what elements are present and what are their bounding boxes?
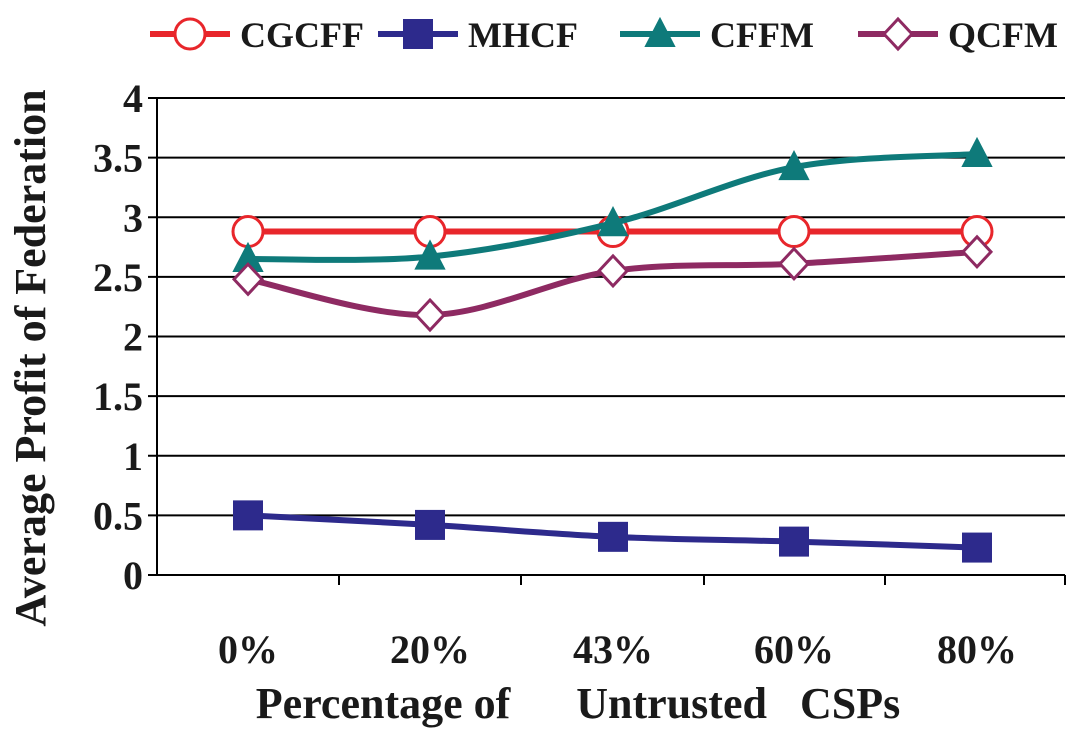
x-tick-label: 0%	[218, 627, 278, 672]
series-lines	[231, 136, 994, 563]
legend-swatch-marker	[644, 16, 676, 47]
legend-item-cgcff: CGCFF	[150, 15, 364, 55]
data-point-qcfm	[231, 262, 265, 297]
y-tick-label: 3	[123, 195, 143, 240]
x-tick-label: 43%	[573, 627, 653, 672]
data-point-qcfm	[413, 297, 447, 333]
legend-swatch-marker	[881, 16, 915, 52]
x-tick-label: 80%	[937, 627, 1017, 672]
y-tick-label: 1.5	[93, 374, 143, 419]
legend-label: MHCF	[468, 15, 578, 55]
y-tick-label: 2.5	[93, 255, 143, 300]
data-point-qcfm	[960, 234, 994, 270]
legend-swatch-marker	[403, 19, 433, 49]
series-qcfm	[231, 234, 994, 333]
legend-label: CGCFF	[240, 15, 364, 55]
x-tick-labels: 0% 20% 43% 60% 80%	[218, 627, 1017, 672]
legend: CGCFF MHCF CFFM QCFM	[150, 15, 1058, 55]
y-axis-label: Average Profit of Federation	[6, 89, 55, 626]
data-point-mhcf	[779, 526, 809, 557]
data-point-qcfm	[596, 253, 630, 289]
y-tick-label: 3.5	[93, 136, 143, 181]
data-point-cffm	[597, 206, 629, 237]
legend-label: QCFM	[948, 15, 1058, 55]
axes	[148, 97, 1066, 585]
data-point-cffm	[961, 136, 993, 168]
x-tick-label: 20%	[390, 627, 470, 672]
legend-swatch-marker	[173, 17, 207, 51]
data-point-cgcff	[777, 215, 811, 249]
gridlines	[157, 97, 1065, 517]
x-axis-label: Percentage of Untrusted CSPs	[256, 679, 900, 728]
data-point-qcfm	[777, 246, 811, 281]
data-point-mhcf	[598, 521, 628, 552]
data-point-mhcf	[233, 500, 263, 531]
legend-item-mhcf: MHCF	[378, 15, 578, 55]
data-point-mhcf	[415, 509, 445, 540]
y-tick-labels: 0 0.5 1 1.5 2 2.5 3 3.5 4	[93, 76, 143, 598]
y-tick-label: 2	[123, 315, 143, 360]
y-tick-label: 0.5	[93, 493, 143, 538]
y-tick-label: 1	[123, 434, 143, 479]
data-point-mhcf	[962, 532, 992, 563]
x-tick-label: 60%	[754, 627, 834, 672]
data-point-cffm	[778, 149, 810, 181]
legend-item-cffm: CFFM	[620, 15, 814, 55]
series-cffm	[232, 136, 993, 272]
series-mhcf	[233, 500, 992, 563]
legend-item-qcfm: QCFM	[858, 15, 1058, 55]
y-tick-label: 0	[123, 553, 143, 598]
data-point-cffm	[414, 239, 446, 270]
legend-label: CFFM	[710, 15, 814, 55]
y-tick-label: 4	[123, 76, 143, 121]
